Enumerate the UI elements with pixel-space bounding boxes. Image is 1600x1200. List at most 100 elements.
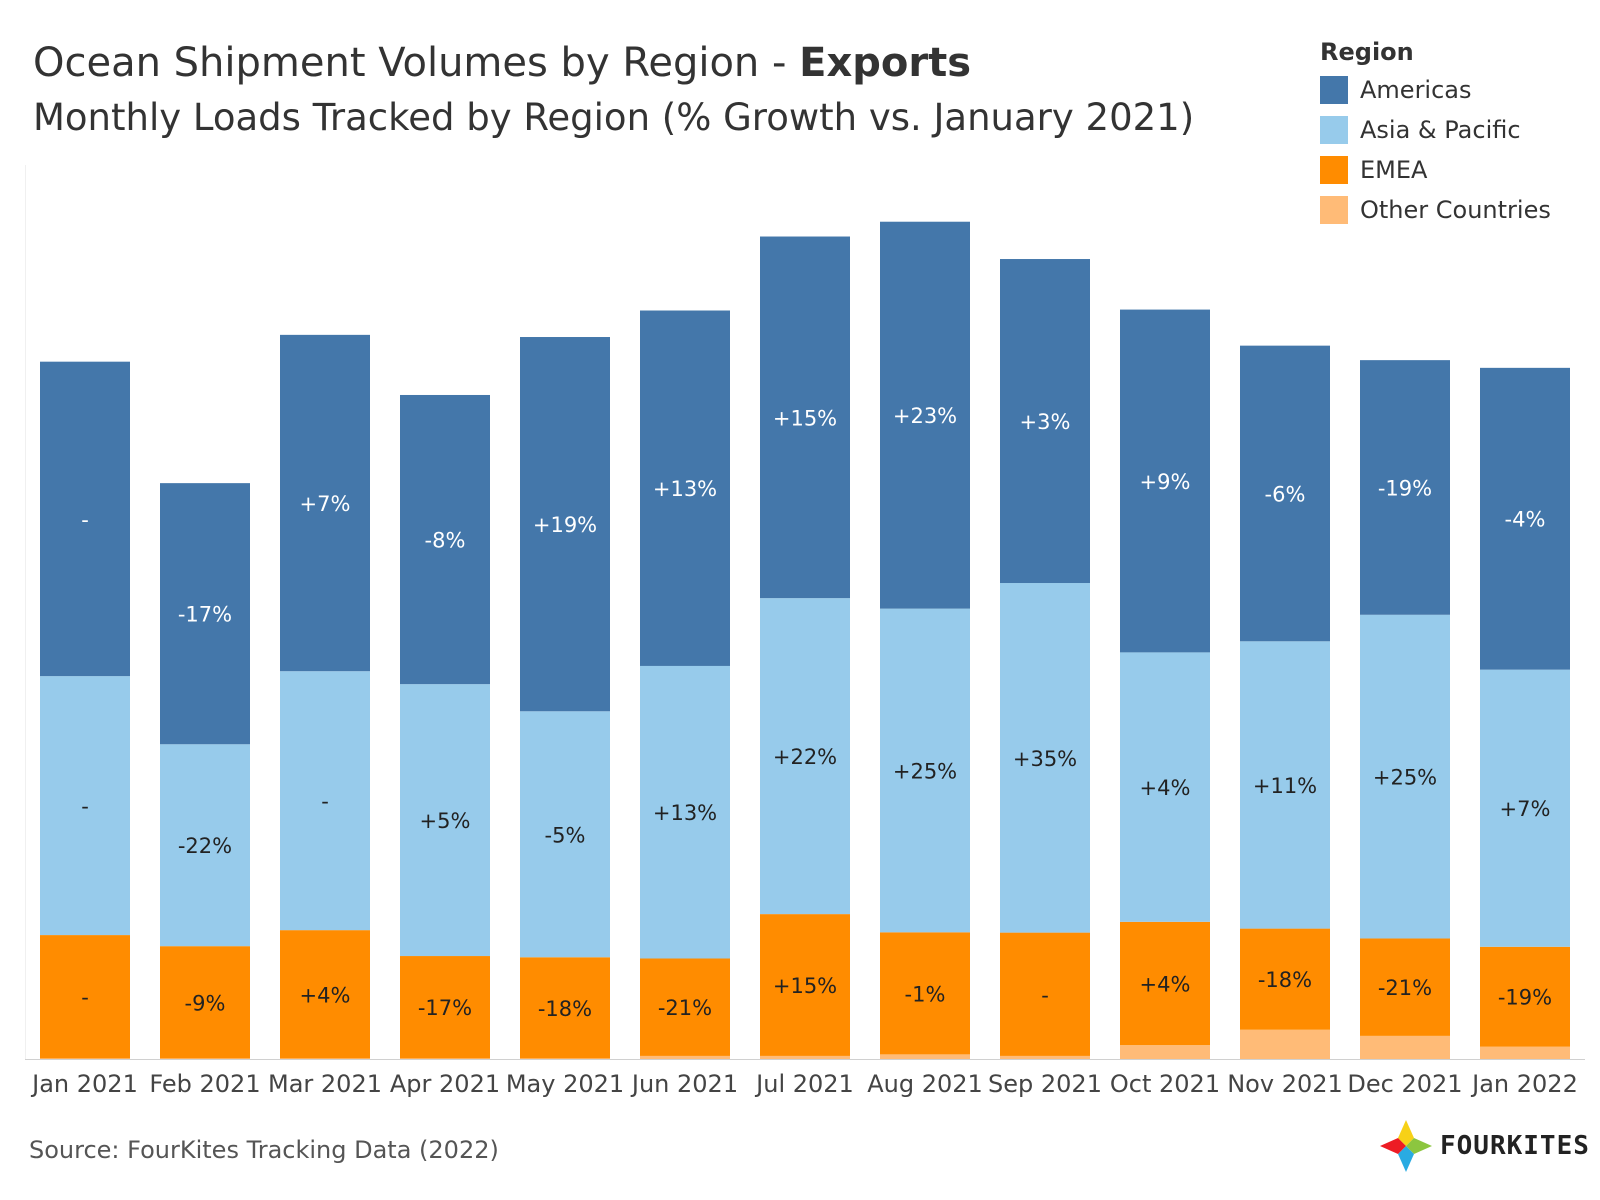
data-label-asia-pacific: -: [81, 795, 89, 819]
x-tick-label: Apr 2021: [390, 1070, 500, 1098]
data-label-asia-pacific: +13%: [653, 801, 717, 825]
bar-segment-emea[interactable]: [520, 957, 610, 1059]
bar-segment-americas[interactable]: [880, 221, 970, 609]
legend-item-emea[interactable]: EMEA: [1320, 150, 1551, 190]
bar-segment-americas[interactable]: [40, 361, 130, 677]
legend: Region Americas Asia & Pacific EMEA Othe…: [1320, 38, 1551, 230]
data-label-emea: -: [1041, 983, 1049, 1007]
chart-subtitle: Monthly Loads Tracked by Region (% Growt…: [33, 96, 1195, 139]
x-tick-label: Jan 2021: [30, 1070, 138, 1098]
data-label-asia-pacific: +11%: [1253, 774, 1317, 798]
bar-segment-americas[interactable]: [640, 310, 730, 666]
data-label-emea: -19%: [1498, 986, 1552, 1010]
data-label-americas: +15%: [773, 406, 837, 430]
bar-segment-other-countries[interactable]: [760, 1055, 850, 1059]
bar-segment-emea[interactable]: [760, 914, 850, 1056]
legend-item-other-countries[interactable]: Other Countries: [1320, 190, 1551, 230]
bar-segment-asia-pacific[interactable]: [280, 671, 370, 931]
fourkites-logo: FOURKITES: [1380, 1120, 1590, 1172]
legend-swatch-asia-pacific: [1320, 116, 1348, 144]
bar-segment-asia-pacific[interactable]: [880, 608, 970, 933]
data-label-americas: +23%: [893, 404, 957, 428]
bar-segment-asia-pacific[interactable]: [160, 744, 250, 947]
bar-segment-asia-pacific[interactable]: [40, 676, 130, 936]
bar-segment-other-countries[interactable]: [280, 1058, 370, 1059]
data-label-americas: -8%: [425, 529, 466, 553]
bar-segment-other-countries[interactable]: [160, 1058, 250, 1059]
bar-segment-other-countries[interactable]: [1120, 1045, 1210, 1059]
data-label-emea: -18%: [538, 997, 592, 1021]
data-label-americas: +7%: [300, 492, 351, 516]
data-label-emea: -18%: [1258, 968, 1312, 992]
bar-segment-other-countries[interactable]: [1360, 1035, 1450, 1059]
data-label-asia-pacific: -5%: [545, 823, 586, 847]
data-label-emea: -17%: [418, 996, 472, 1020]
bar-segment-americas[interactable]: [400, 394, 490, 685]
bar-segment-other-countries[interactable]: [40, 1058, 130, 1059]
bar-segment-asia-pacific[interactable]: [1360, 614, 1450, 939]
bar-segment-emea[interactable]: [280, 930, 370, 1059]
legend-label-other-countries: Other Countries: [1360, 196, 1551, 224]
bar-segment-emea[interactable]: [1480, 946, 1570, 1047]
fourkites-logo-icon: [1380, 1120, 1432, 1172]
bar-segment-other-countries[interactable]: [520, 1058, 610, 1059]
bar-segment-asia-pacific[interactable]: [640, 665, 730, 959]
x-tick-label: Oct 2021: [1110, 1070, 1220, 1098]
data-label-americas: -4%: [1505, 508, 1546, 532]
bar-segment-americas[interactable]: [760, 236, 850, 599]
legend-swatch-other-countries: [1320, 196, 1348, 224]
bar-segment-asia-pacific[interactable]: [1120, 652, 1210, 922]
data-label-asia-pacific: +4%: [1140, 776, 1191, 800]
bar-segment-emea[interactable]: [1240, 928, 1330, 1030]
legend-swatch-americas: [1320, 76, 1348, 104]
bar-segment-emea[interactable]: [1000, 932, 1090, 1056]
x-tick-label: Nov 2021: [1227, 1070, 1343, 1098]
bar-segment-asia-pacific[interactable]: [1240, 641, 1330, 929]
bar-segment-emea[interactable]: [880, 932, 970, 1055]
bar-segment-emea[interactable]: [40, 935, 130, 1059]
data-label-americas: +3%: [1020, 410, 1071, 434]
bar-segment-other-countries[interactable]: [880, 1054, 970, 1059]
x-tick-label: Jun 2021: [630, 1070, 738, 1098]
bar-segment-asia-pacific[interactable]: [520, 711, 610, 958]
bar-segment-americas[interactable]: [1120, 309, 1210, 653]
x-tick-label: Sep 2021: [988, 1070, 1102, 1098]
bar-segment-other-countries[interactable]: [1240, 1029, 1330, 1059]
bar-segment-emea[interactable]: [1360, 938, 1450, 1036]
bar-segment-emea[interactable]: [640, 958, 730, 1056]
data-label-asia-pacific: +22%: [773, 745, 837, 769]
bar-segment-americas[interactable]: [1240, 345, 1330, 642]
bar-segment-asia-pacific[interactable]: [1480, 669, 1570, 947]
data-label-asia-pacific: +7%: [1500, 797, 1551, 821]
data-label-emea: -: [81, 986, 89, 1010]
bar-segment-americas[interactable]: [1000, 259, 1090, 584]
x-tick-label: Jul 2021: [754, 1070, 854, 1098]
bar-segment-other-countries[interactable]: [640, 1055, 730, 1059]
bar-segment-emea[interactable]: [1120, 921, 1210, 1046]
legend-item-americas[interactable]: Americas: [1320, 70, 1551, 110]
data-label-americas: -19%: [1378, 476, 1432, 500]
data-label-americas: -17%: [178, 603, 232, 627]
x-tick-label: May 2021: [506, 1070, 624, 1098]
x-tick-label: Aug 2021: [867, 1070, 983, 1098]
legend-title: Region: [1320, 38, 1414, 66]
legend-label-emea: EMEA: [1360, 156, 1428, 184]
bar-segment-americas[interactable]: [160, 483, 250, 745]
data-label-americas: +9%: [1140, 470, 1191, 494]
bar-segment-asia-pacific[interactable]: [1000, 583, 1090, 933]
x-tick-label: Jan 2022: [1470, 1070, 1578, 1098]
fourkites-logo-text: FOURKITES: [1440, 1131, 1590, 1161]
data-label-americas: -: [81, 508, 89, 532]
bar-segment-other-countries[interactable]: [1000, 1055, 1090, 1059]
legend-item-asia-pacific[interactable]: Asia & Pacific: [1320, 110, 1551, 150]
bar-segment-americas[interactable]: [1480, 367, 1570, 670]
bar-segment-other-countries[interactable]: [400, 1058, 490, 1059]
bar-segment-asia-pacific[interactable]: [760, 598, 850, 915]
bar-segment-other-countries[interactable]: [1480, 1046, 1570, 1059]
bar-segment-asia-pacific[interactable]: [400, 684, 490, 957]
bar-segment-americas[interactable]: [520, 337, 610, 712]
bar-segment-americas[interactable]: [1360, 360, 1450, 615]
bar-segment-americas[interactable]: [280, 334, 370, 672]
bar-segment-emea[interactable]: [400, 956, 490, 1059]
bar-segment-emea[interactable]: [160, 946, 250, 1059]
